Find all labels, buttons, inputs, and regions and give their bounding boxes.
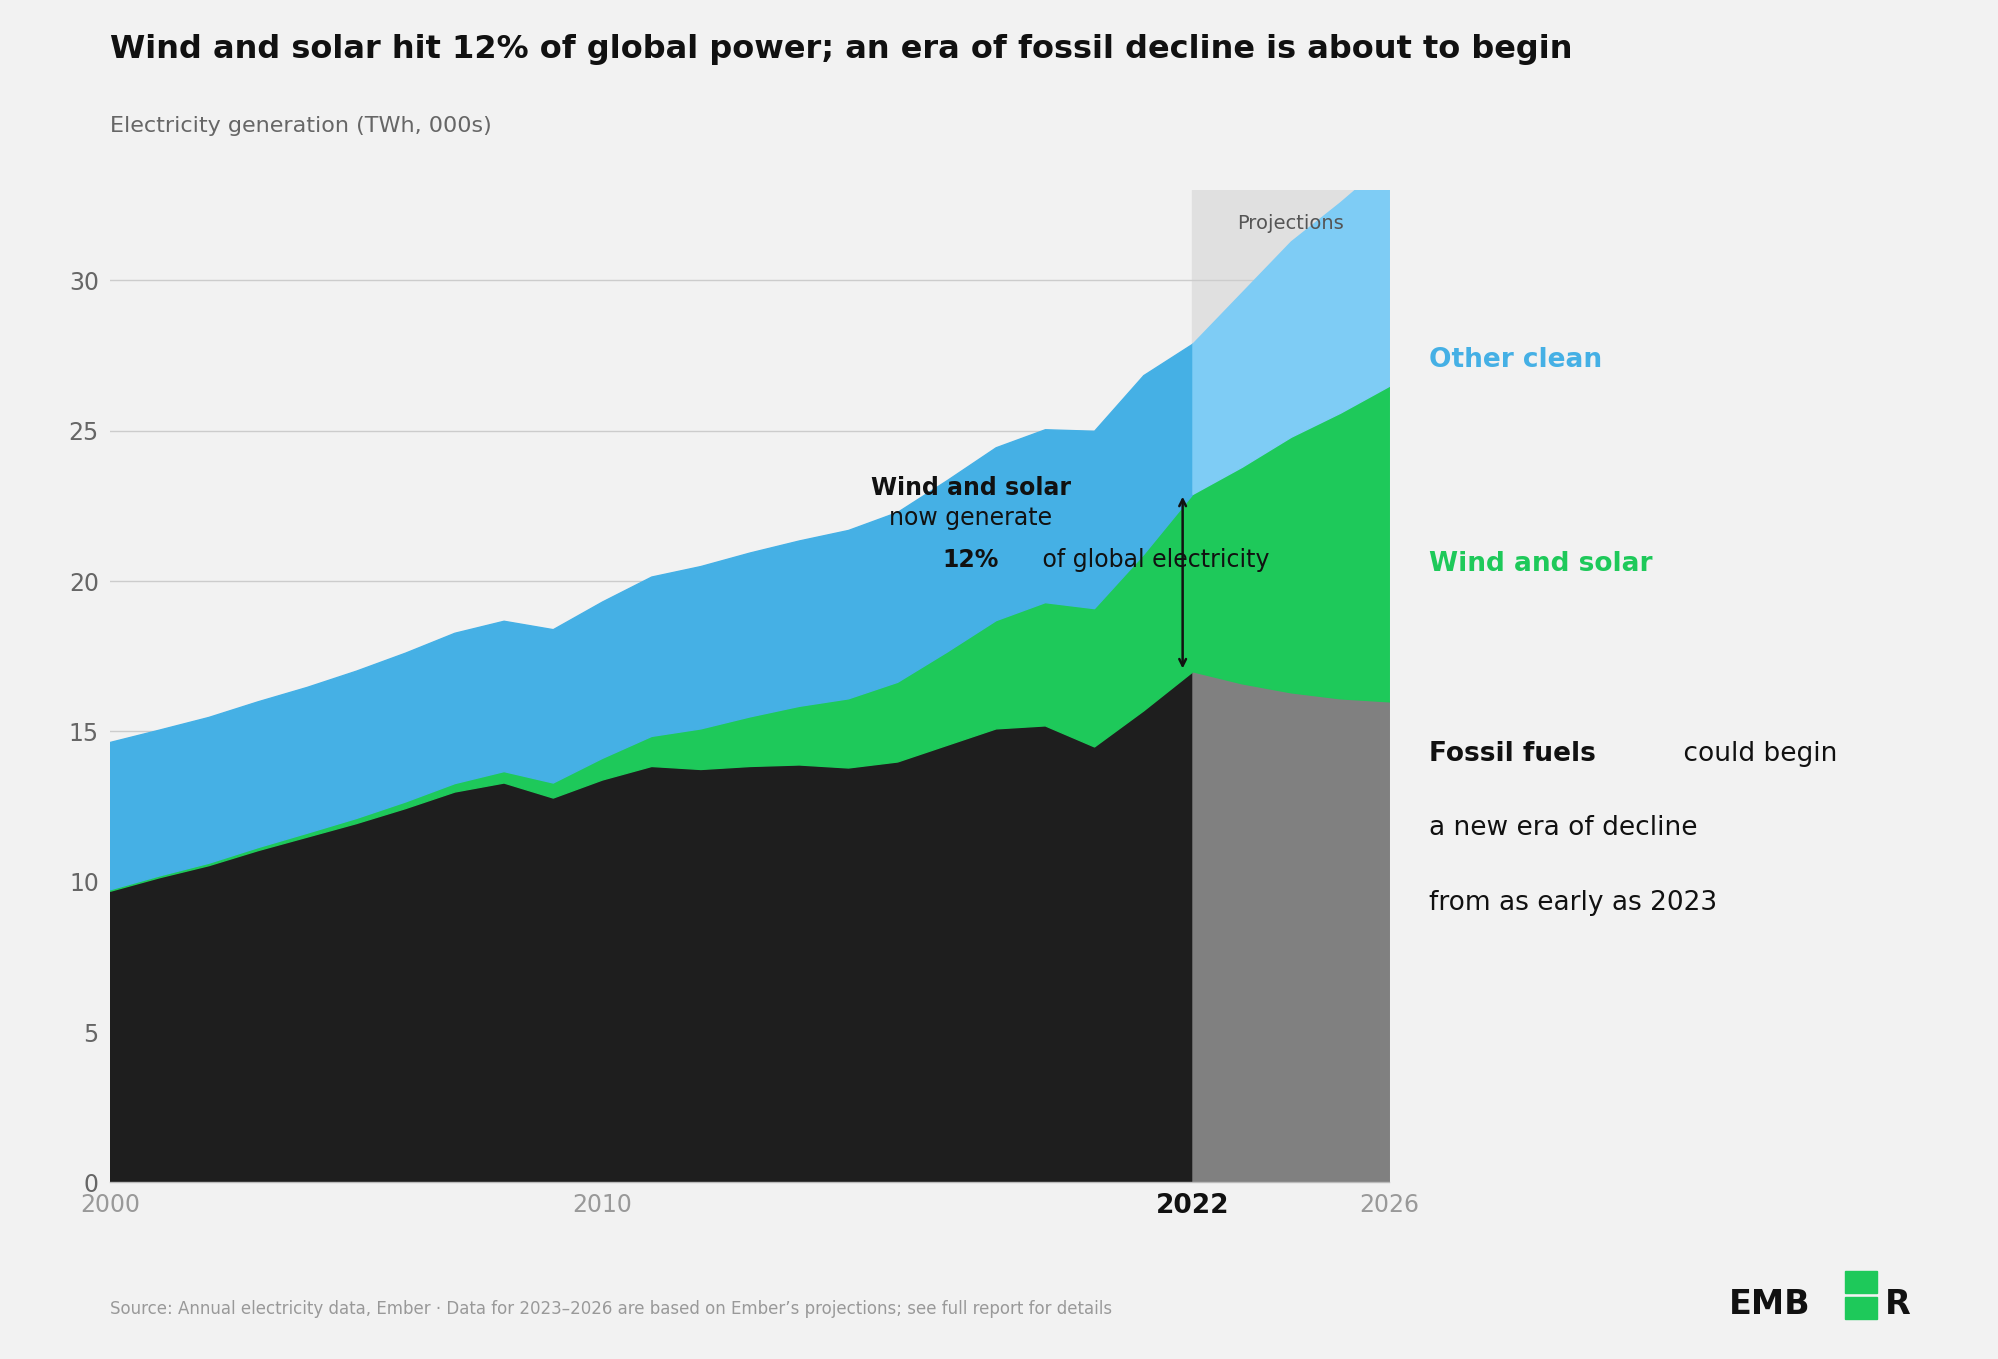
- Text: Wind and solar hit 12% of global power; an era of fossil decline is about to beg: Wind and solar hit 12% of global power; …: [110, 34, 1572, 65]
- Text: 12%: 12%: [943, 548, 999, 572]
- Text: Wind and solar: Wind and solar: [1429, 550, 1652, 578]
- Text: Projections: Projections: [1237, 215, 1343, 234]
- Text: now generate: now generate: [889, 506, 1053, 530]
- Text: could begin: could begin: [1674, 741, 1836, 766]
- Text: Wind and solar: Wind and solar: [871, 476, 1071, 500]
- Text: Source: Annual electricity data, Ember · Data for 2023–2026 are based on Ember’s: Source: Annual electricity data, Ember ·…: [110, 1301, 1111, 1318]
- Text: Electricity generation (TWh, 000s): Electricity generation (TWh, 000s): [110, 116, 492, 136]
- Bar: [1844, 1298, 1876, 1318]
- Bar: [1844, 1272, 1876, 1292]
- Text: Other clean: Other clean: [1429, 347, 1602, 374]
- Text: R: R: [1884, 1288, 1910, 1321]
- Text: of global electricity: of global electricity: [1035, 548, 1269, 572]
- Bar: [1193, 190, 1389, 1182]
- Text: from as early as 2023: from as early as 2023: [1429, 890, 1716, 916]
- Text: EMB: EMB: [1728, 1288, 1810, 1321]
- Text: Fossil fuels: Fossil fuels: [1429, 741, 1594, 766]
- Text: a new era of decline: a new era of decline: [1429, 815, 1696, 841]
